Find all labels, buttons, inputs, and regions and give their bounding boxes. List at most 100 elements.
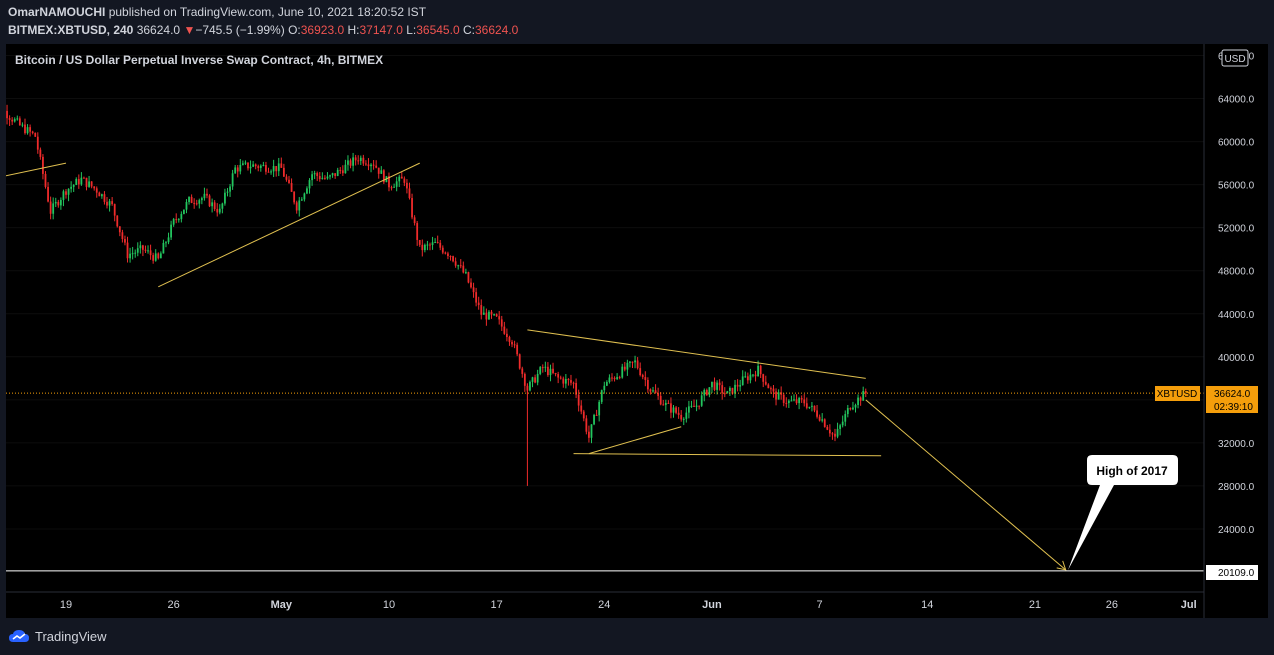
candle-body bbox=[718, 382, 721, 386]
candle-body bbox=[503, 326, 506, 334]
x-tick-label: 19 bbox=[60, 599, 72, 611]
candle-body bbox=[272, 166, 275, 172]
candle-body bbox=[275, 166, 278, 172]
candle-body bbox=[716, 382, 718, 390]
currency-badge[interactable] bbox=[1221, 49, 1249, 67]
brand-label: TradingView bbox=[35, 628, 107, 644]
candle-body bbox=[195, 203, 198, 205]
candle-body bbox=[34, 132, 37, 137]
candle-body bbox=[864, 390, 867, 394]
candle-body bbox=[631, 361, 634, 363]
candle-body bbox=[626, 362, 629, 370]
candle-body bbox=[659, 395, 662, 405]
candle-body bbox=[849, 408, 852, 410]
candle-body bbox=[103, 194, 106, 202]
candle-body bbox=[218, 208, 221, 213]
candle-body bbox=[644, 377, 647, 380]
candle-body bbox=[795, 399, 798, 404]
candle-body bbox=[539, 367, 542, 374]
y-tick-label: 40000.0 bbox=[1218, 353, 1255, 364]
x-tick-label: Jul bbox=[1181, 599, 1197, 611]
candle-body bbox=[270, 171, 272, 173]
candle-body bbox=[331, 173, 334, 176]
x-tick-label: 21 bbox=[1029, 599, 1041, 611]
chart-area[interactable]: Bitcoin / US Dollar Perpetual Inverse Sw… bbox=[0, 44, 1268, 618]
candle-body bbox=[131, 253, 134, 255]
close-value: 36624.0 bbox=[474, 23, 519, 37]
candle-body bbox=[598, 401, 601, 416]
candle-body bbox=[236, 167, 239, 172]
candle-body bbox=[480, 305, 483, 315]
candle-body bbox=[477, 302, 480, 306]
candle-body bbox=[580, 405, 583, 412]
candle-body bbox=[226, 191, 229, 193]
price-chart[interactable]: Bitcoin / US Dollar Perpetual Inverse Sw… bbox=[0, 44, 1268, 618]
candle-body bbox=[559, 377, 562, 379]
candle-body bbox=[695, 405, 698, 407]
candle-body bbox=[98, 192, 101, 197]
candle-body bbox=[365, 163, 367, 165]
candle-body bbox=[80, 177, 83, 185]
candle-body bbox=[505, 333, 508, 338]
candle-body bbox=[362, 157, 365, 164]
x-tick-label: 26 bbox=[1106, 599, 1118, 611]
x-tick-label: Jun bbox=[702, 599, 722, 611]
candle-body bbox=[521, 368, 524, 374]
candle-body bbox=[370, 164, 372, 167]
annotation-callout[interactable]: High of 2017 bbox=[1068, 455, 1178, 570]
y-tick-label: 24000.0 bbox=[1218, 525, 1255, 536]
candle-body bbox=[185, 202, 188, 210]
candle-body bbox=[857, 397, 859, 405]
arrowhead bbox=[1056, 560, 1067, 571]
candle-body bbox=[247, 162, 249, 169]
candle-body bbox=[744, 376, 747, 378]
price-tag bbox=[1206, 386, 1258, 413]
candle-body bbox=[231, 173, 234, 187]
candle-body bbox=[308, 180, 311, 189]
candle-body bbox=[462, 265, 465, 273]
candle-body bbox=[175, 219, 178, 221]
candle-body bbox=[703, 389, 706, 396]
candle-body bbox=[344, 164, 347, 174]
candle-body bbox=[639, 368, 642, 376]
symbol-label: BITMEX:XBTUSD, 240 bbox=[8, 23, 134, 37]
candle-body bbox=[359, 157, 362, 161]
candle-body bbox=[746, 376, 749, 381]
candle-body bbox=[265, 165, 267, 172]
trend-line bbox=[0, 162, 67, 178]
candle-body bbox=[249, 166, 252, 169]
candle-body bbox=[649, 389, 652, 392]
candle-body bbox=[49, 201, 52, 214]
candle-body bbox=[454, 261, 457, 266]
candle-body bbox=[764, 381, 767, 385]
candle-body bbox=[136, 248, 139, 253]
candle-body bbox=[459, 265, 462, 267]
candle-body bbox=[662, 404, 665, 406]
candle-body bbox=[157, 253, 160, 259]
candle-body bbox=[508, 337, 511, 342]
candle-body bbox=[752, 374, 754, 376]
candle-body bbox=[357, 160, 360, 162]
candle-body bbox=[411, 198, 413, 218]
tradingview-logo[interactable]: TradingView bbox=[8, 628, 107, 644]
candle-body bbox=[854, 404, 857, 408]
candle-body bbox=[341, 170, 344, 174]
author-name[interactable]: OmarNAMOUCHI bbox=[8, 5, 106, 19]
x-tick-label: May bbox=[271, 599, 293, 611]
candle-body bbox=[839, 425, 842, 429]
candle-body bbox=[467, 272, 470, 283]
candle-body bbox=[485, 312, 488, 320]
candle-body bbox=[172, 219, 175, 225]
candle-body bbox=[129, 253, 131, 259]
candle-body bbox=[818, 416, 821, 421]
candle-body bbox=[393, 186, 396, 188]
candle-body bbox=[562, 378, 565, 384]
candle-body bbox=[770, 388, 772, 390]
candle-body bbox=[429, 244, 431, 246]
candle-body bbox=[511, 341, 513, 345]
candle-body bbox=[623, 366, 626, 370]
candle-body bbox=[826, 426, 829, 430]
candle-body bbox=[652, 390, 654, 392]
currency-label: USD bbox=[1224, 54, 1245, 65]
candle-body bbox=[406, 182, 408, 189]
